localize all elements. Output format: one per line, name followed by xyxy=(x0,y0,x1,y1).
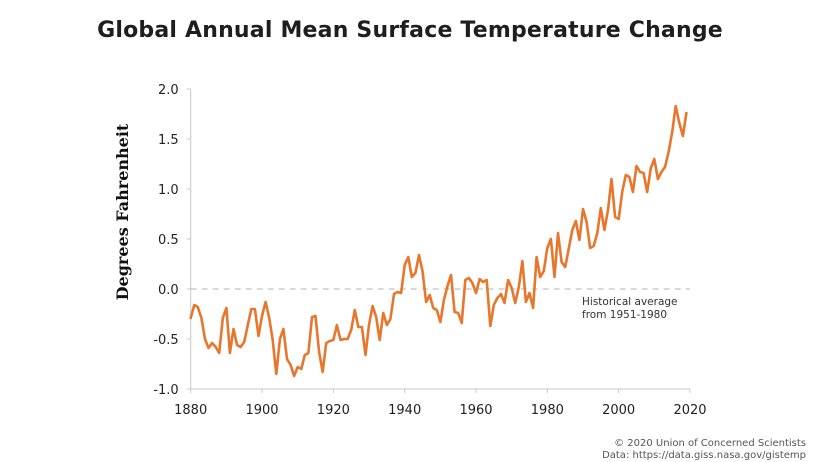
y-tick-label: -1.0 xyxy=(153,383,178,398)
x-tick-label: 1900 xyxy=(245,403,278,418)
x-tick-label: 1880 xyxy=(174,403,207,418)
annotation-text: from 1951-1980 xyxy=(582,309,667,321)
data-source-text: Data: https://data.giss.nasa.gov/gistemp xyxy=(602,450,806,461)
series-group xyxy=(189,104,688,378)
x-tick-label: 2000 xyxy=(602,403,635,418)
tick-labels: -1.0 -0.5 0.0 0.5 1.0 1.5 2.0 1880 1900 1920 1940 1… xyxy=(153,83,706,418)
x-tick-label: 2020 xyxy=(673,403,706,418)
footer: © 2020 Union of Concerned Scientists Dat… xyxy=(602,438,806,462)
copyright-text: © 2020 Union of Concerned Scientists xyxy=(614,438,806,449)
y-tick-label: 1.5 xyxy=(158,133,179,148)
axes xyxy=(186,88,691,393)
x-tick-label: 1980 xyxy=(531,403,564,418)
y-tick-label: 1.0 xyxy=(158,183,179,198)
x-tick-label: 1960 xyxy=(459,403,492,418)
x-tick-label: 1940 xyxy=(388,403,421,418)
y-tick-label: 0.5 xyxy=(158,233,179,248)
y-tick-label: 0.0 xyxy=(158,283,179,298)
x-tick-label: 1920 xyxy=(317,403,350,418)
temperature-series-line xyxy=(189,104,688,378)
annotation-text: Historical average xyxy=(582,296,678,308)
y-tick-label: -0.5 xyxy=(153,333,178,348)
y-tick-label: 2.0 xyxy=(158,83,179,98)
chart-title: Global Annual Mean Surface Temperature C… xyxy=(97,18,723,43)
